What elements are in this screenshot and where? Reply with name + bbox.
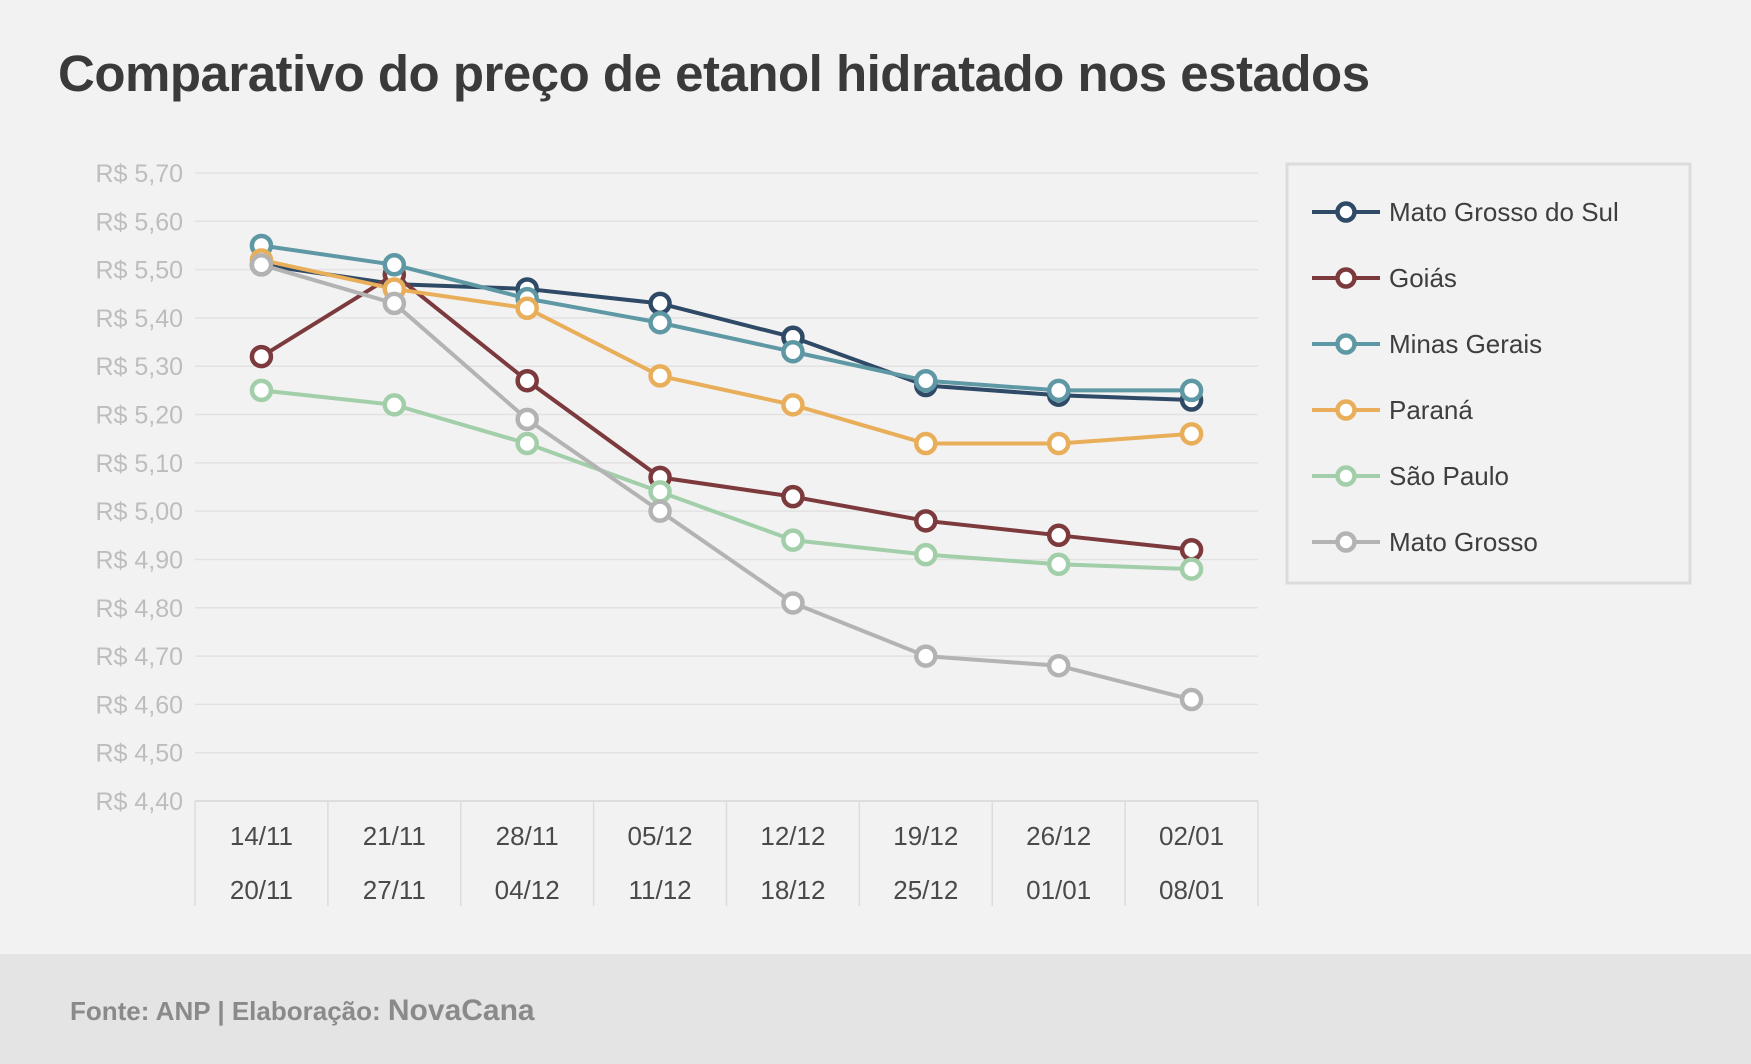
- y-tick-label: R$ 5,00: [95, 498, 183, 526]
- data-point: [1179, 557, 1204, 581]
- x-tick-label-start: 05/12: [628, 821, 693, 851]
- data-point: [382, 291, 407, 316]
- data-point: [914, 509, 938, 533]
- data-point: [648, 364, 672, 388]
- series-line: [261, 388, 1192, 572]
- data-point: [1179, 687, 1204, 712]
- data-point: [1046, 431, 1071, 456]
- legend-marker: [1335, 267, 1357, 289]
- data-point: [1046, 653, 1071, 678]
- legend-marker: [1335, 465, 1357, 487]
- y-axis: R$ 4,40 R$ 4,50 R$ 4,60 R$ 4,70 R$ 4,80 R$ 4,…: [95, 160, 183, 816]
- series-line: [261, 243, 1192, 393]
- x-tick-label-start: 02/01: [1159, 821, 1224, 851]
- data-point: [249, 344, 274, 369]
- y-tick-label: R$ 5,20: [95, 402, 183, 430]
- y-tick-label: R$ 4,70: [95, 643, 183, 671]
- data-point: [515, 431, 539, 456]
- x-tick-label-start: 12/12: [760, 821, 825, 851]
- data-point: [515, 368, 539, 393]
- legend-marker: [1335, 399, 1357, 421]
- y-tick-label: R$ 5,40: [95, 305, 183, 333]
- data-point: [648, 311, 672, 335]
- x-tick-label-start: 28/11: [496, 821, 559, 851]
- x-axis: 14/11 20/11 21/11 27/11 28/11 04/12 05/12 11/12…: [194, 801, 1259, 906]
- data-point: [648, 291, 672, 316]
- legend-label: Minas Gerais: [1389, 329, 1542, 359]
- chart-title: Comparativo do preço de etanol hidratado…: [58, 45, 1370, 102]
- y-tick-label: R$ 4,40: [95, 788, 183, 816]
- data-point: [1046, 523, 1071, 548]
- data-point: [382, 253, 407, 277]
- data-point: [914, 542, 938, 567]
- legend-marker: [1335, 531, 1357, 553]
- y-tick-label: R$ 5,70: [95, 160, 183, 188]
- data-point: [648, 499, 672, 523]
- data-point: [914, 644, 938, 668]
- x-tick-label-end: 20/11: [230, 875, 293, 905]
- data-point: [1046, 378, 1071, 403]
- series-line: [261, 262, 1192, 403]
- legend-label: São Paulo: [1389, 461, 1509, 491]
- data-point: [1179, 378, 1204, 403]
- data-point: [1179, 538, 1204, 562]
- gridlines: [195, 172, 1258, 802]
- footer: Fonte: ANP | Elaboração: NovaCana: [0, 954, 1751, 1064]
- x-tick-label-end: 25/12: [893, 875, 958, 905]
- legend-label: Goiás: [1389, 263, 1457, 293]
- data-point: [249, 378, 274, 403]
- footer-source: Fonte: ANP | Elaboração: NovaCana: [70, 994, 535, 1028]
- series-lines: [249, 233, 1204, 712]
- series-line: [260, 262, 1193, 702]
- x-tick-label-end: 08/01: [1159, 875, 1224, 905]
- data-point: [1179, 422, 1204, 446]
- series-line: [261, 257, 1192, 446]
- legend-label: Mato Grosso: [1389, 527, 1538, 557]
- data-point: [781, 484, 805, 509]
- x-tick-label-end: 01/01: [1026, 875, 1091, 905]
- legend-box: [1285, 162, 1692, 585]
- x-tick-label-end: 11/12: [628, 875, 691, 905]
- data-point: [515, 296, 539, 321]
- y-tick-label: R$ 4,90: [95, 546, 183, 574]
- data-point: [382, 393, 407, 417]
- legend-label: Paraná: [1389, 395, 1473, 425]
- y-tick-label: R$ 5,50: [95, 257, 183, 285]
- data-point: [781, 528, 805, 552]
- y-tick-label: R$ 4,80: [95, 595, 183, 623]
- data-point: [781, 393, 805, 417]
- line-chart: R$ 4,40 R$ 4,50 R$ 4,60 R$ 4,70 R$ 4,80 R$ 4,…: [95, 160, 1692, 906]
- data-point: [515, 407, 539, 432]
- legend: Mato Grosso do Sul Goiás Minas Gerais Paran…: [1285, 162, 1692, 585]
- data-point: [648, 480, 672, 504]
- data-point: [914, 431, 938, 456]
- x-tick-label-end: 18/12: [760, 875, 825, 905]
- data-point: [914, 368, 938, 393]
- x-tick-label-start: 19/12: [893, 821, 958, 851]
- data-point: [781, 339, 805, 364]
- footer-brand: NovaCana: [387, 994, 535, 1027]
- data-point: [781, 591, 805, 615]
- x-tick-label-end: 04/12: [495, 875, 560, 905]
- y-tick-label: R$ 4,60: [95, 691, 183, 719]
- y-tick-label: R$ 4,50: [95, 740, 183, 768]
- legend-marker: [1335, 333, 1357, 355]
- y-tick-label: R$ 5,60: [95, 208, 183, 236]
- legend-marker: [1335, 201, 1357, 223]
- x-tick-label-start: 26/12: [1026, 821, 1091, 851]
- footer-source-text: Fonte: ANP | Elaboração:: [70, 996, 381, 1026]
- y-tick-label: R$ 5,30: [95, 353, 183, 381]
- x-tick-label-end: 27/11: [363, 875, 426, 905]
- x-tick-label-start: 14/11: [230, 821, 293, 851]
- data-point: [1046, 552, 1071, 577]
- x-tick-label-start: 21/11: [363, 821, 426, 851]
- data-point: [249, 253, 274, 277]
- legend-label: Mato Grosso do Sul: [1389, 197, 1619, 227]
- y-tick-label: R$ 5,10: [95, 450, 183, 478]
